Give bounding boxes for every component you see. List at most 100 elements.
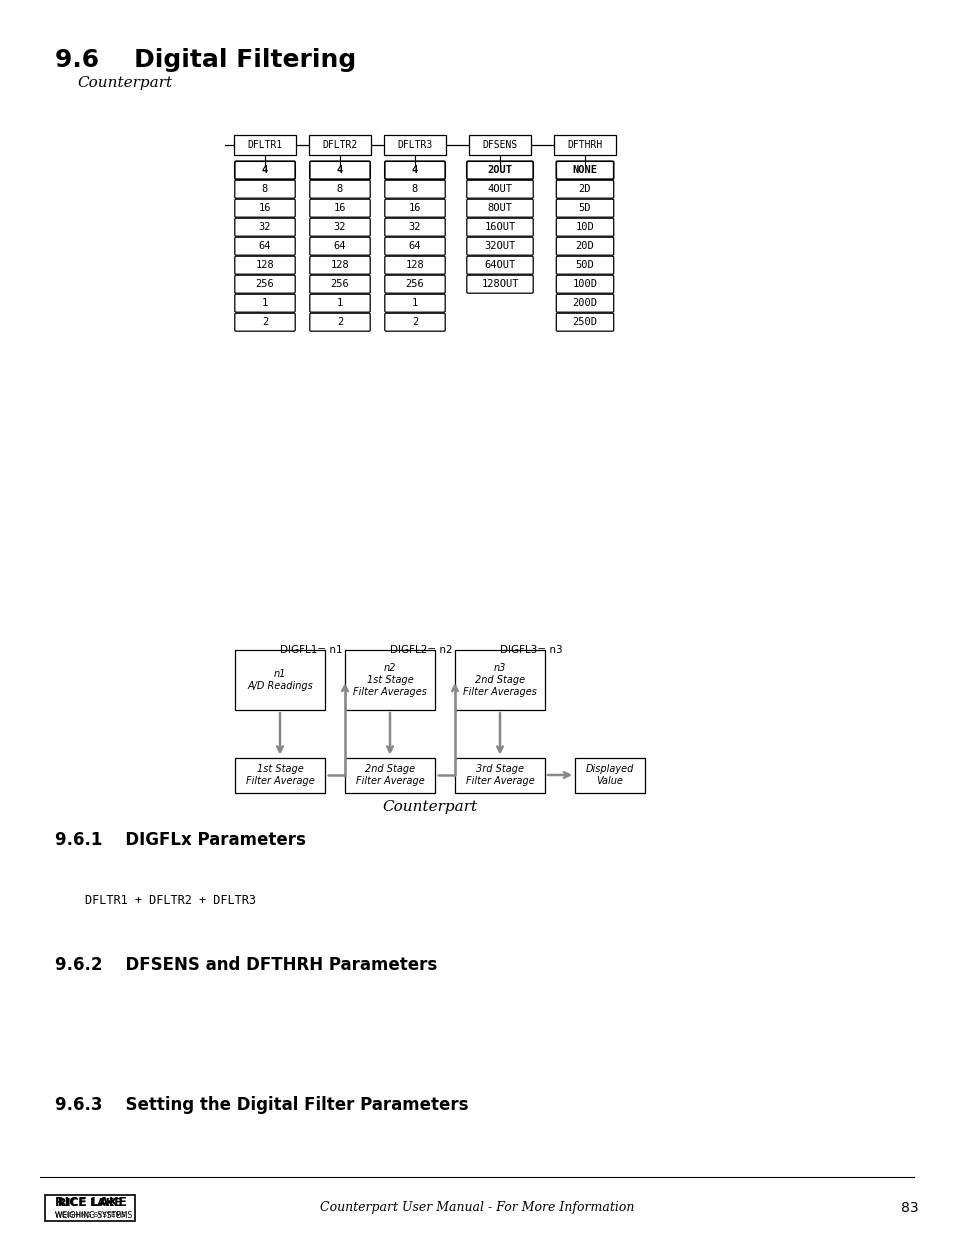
Text: n3
2nd Stage
Filter Averages: n3 2nd Stage Filter Averages (462, 663, 537, 697)
Bar (455, 650, 544, 710)
Text: 2: 2 (412, 317, 417, 327)
FancyBboxPatch shape (384, 180, 445, 198)
Text: 9.6.1    DIGFLx Parameters: 9.6.1 DIGFLx Parameters (55, 831, 306, 848)
FancyBboxPatch shape (466, 237, 533, 256)
Text: n1
A/D Readings: n1 A/D Readings (247, 669, 313, 690)
Text: DFSENS: DFSENS (482, 140, 517, 149)
FancyBboxPatch shape (384, 219, 445, 236)
FancyBboxPatch shape (556, 162, 613, 179)
FancyBboxPatch shape (234, 294, 294, 312)
FancyBboxPatch shape (556, 219, 613, 236)
Text: 8OUT: 8OUT (487, 203, 512, 212)
Text: 2: 2 (262, 317, 268, 327)
FancyBboxPatch shape (384, 199, 445, 217)
Text: 250D: 250D (572, 317, 597, 327)
Text: 1st Stage
Filter Average: 1st Stage Filter Average (245, 764, 314, 785)
FancyBboxPatch shape (234, 314, 294, 331)
Text: 128: 128 (255, 261, 274, 270)
Bar (455, 757, 544, 793)
Text: 32: 32 (258, 222, 271, 232)
FancyBboxPatch shape (310, 162, 370, 179)
FancyBboxPatch shape (466, 199, 533, 217)
Text: 16OUT: 16OUT (484, 222, 515, 232)
FancyBboxPatch shape (310, 256, 370, 274)
Text: 2OUT: 2OUT (487, 165, 512, 175)
Text: 2D: 2D (578, 184, 591, 194)
Text: 4: 4 (336, 165, 343, 175)
FancyBboxPatch shape (466, 219, 533, 236)
FancyBboxPatch shape (556, 275, 613, 293)
FancyBboxPatch shape (384, 237, 445, 256)
Text: RICE LAKE: RICE LAKE (58, 1198, 122, 1208)
Text: 4OUT: 4OUT (487, 184, 512, 194)
Text: DIGFL3= n3: DIGFL3= n3 (499, 645, 562, 655)
Text: 3rd Stage
Filter Average: 3rd Stage Filter Average (465, 764, 534, 785)
Text: 9.6    Digital Filtering: 9.6 Digital Filtering (55, 48, 355, 72)
Text: DFLTR1 + DFLTR2 + DFLTR3: DFLTR1 + DFLTR2 + DFLTR3 (85, 893, 255, 906)
Text: DFTHRH: DFTHRH (567, 140, 602, 149)
Text: 8: 8 (412, 184, 417, 194)
FancyBboxPatch shape (466, 256, 533, 274)
Text: 16: 16 (258, 203, 271, 212)
Bar (384, 135, 446, 156)
FancyBboxPatch shape (310, 275, 370, 293)
Text: 5D: 5D (578, 203, 591, 212)
Text: 8: 8 (262, 184, 268, 194)
Text: 128: 128 (331, 261, 349, 270)
Bar (345, 650, 435, 710)
Text: 64OUT: 64OUT (484, 261, 515, 270)
Text: 32: 32 (334, 222, 346, 232)
Text: RICE LAKE: RICE LAKE (55, 1197, 127, 1209)
Text: DIGFL1= n1: DIGFL1= n1 (280, 645, 342, 655)
Bar (345, 757, 435, 793)
Text: 100D: 100D (572, 279, 597, 289)
Text: DFLTR2: DFLTR2 (322, 140, 357, 149)
Text: 128OUT: 128OUT (480, 279, 518, 289)
Text: Displayed
Value: Displayed Value (585, 764, 634, 785)
Text: 128: 128 (405, 261, 424, 270)
Text: 8: 8 (336, 184, 343, 194)
FancyBboxPatch shape (466, 180, 533, 198)
FancyBboxPatch shape (556, 237, 613, 256)
Text: n2
1st Stage
Filter Averages: n2 1st Stage Filter Averages (353, 663, 427, 697)
FancyBboxPatch shape (384, 162, 445, 179)
Bar (554, 135, 616, 156)
Text: WEIGHING SYSTEMS: WEIGHING SYSTEMS (54, 1212, 125, 1218)
FancyBboxPatch shape (310, 219, 370, 236)
Bar (469, 135, 531, 156)
Bar (309, 135, 371, 156)
FancyBboxPatch shape (466, 275, 533, 293)
FancyBboxPatch shape (310, 180, 370, 198)
Text: 256: 256 (405, 279, 424, 289)
Text: 32: 32 (408, 222, 421, 232)
Text: 64: 64 (334, 241, 346, 251)
FancyBboxPatch shape (310, 199, 370, 217)
Text: 1: 1 (262, 298, 268, 308)
Text: 1: 1 (336, 298, 343, 308)
Text: DFLTR1: DFLTR1 (247, 140, 282, 149)
Text: WEIGHING SYSTEMS: WEIGHING SYSTEMS (55, 1210, 132, 1219)
Text: 83: 83 (901, 1200, 918, 1215)
Text: 16: 16 (408, 203, 421, 212)
Text: 4: 4 (412, 165, 417, 175)
Text: 9.6.3    Setting the Digital Filter Parameters: 9.6.3 Setting the Digital Filter Paramet… (55, 1095, 468, 1114)
FancyBboxPatch shape (384, 256, 445, 274)
FancyBboxPatch shape (310, 294, 370, 312)
FancyBboxPatch shape (466, 162, 533, 179)
FancyBboxPatch shape (234, 162, 294, 179)
FancyBboxPatch shape (234, 275, 294, 293)
Text: DFLTR3: DFLTR3 (397, 140, 432, 149)
Bar (234, 757, 325, 793)
Text: 64: 64 (258, 241, 271, 251)
Text: NONE: NONE (572, 165, 597, 175)
Bar (234, 650, 325, 710)
Text: 10D: 10D (575, 222, 594, 232)
FancyBboxPatch shape (556, 294, 613, 312)
Text: 2nd Stage
Filter Average: 2nd Stage Filter Average (355, 764, 424, 785)
Text: 50D: 50D (575, 261, 594, 270)
Text: 4: 4 (262, 165, 268, 175)
Bar (575, 757, 644, 793)
Text: Counterpart User Manual - For More Information: Counterpart User Manual - For More Infor… (319, 1202, 634, 1214)
FancyBboxPatch shape (234, 180, 294, 198)
Text: Counterpart: Counterpart (382, 800, 477, 814)
